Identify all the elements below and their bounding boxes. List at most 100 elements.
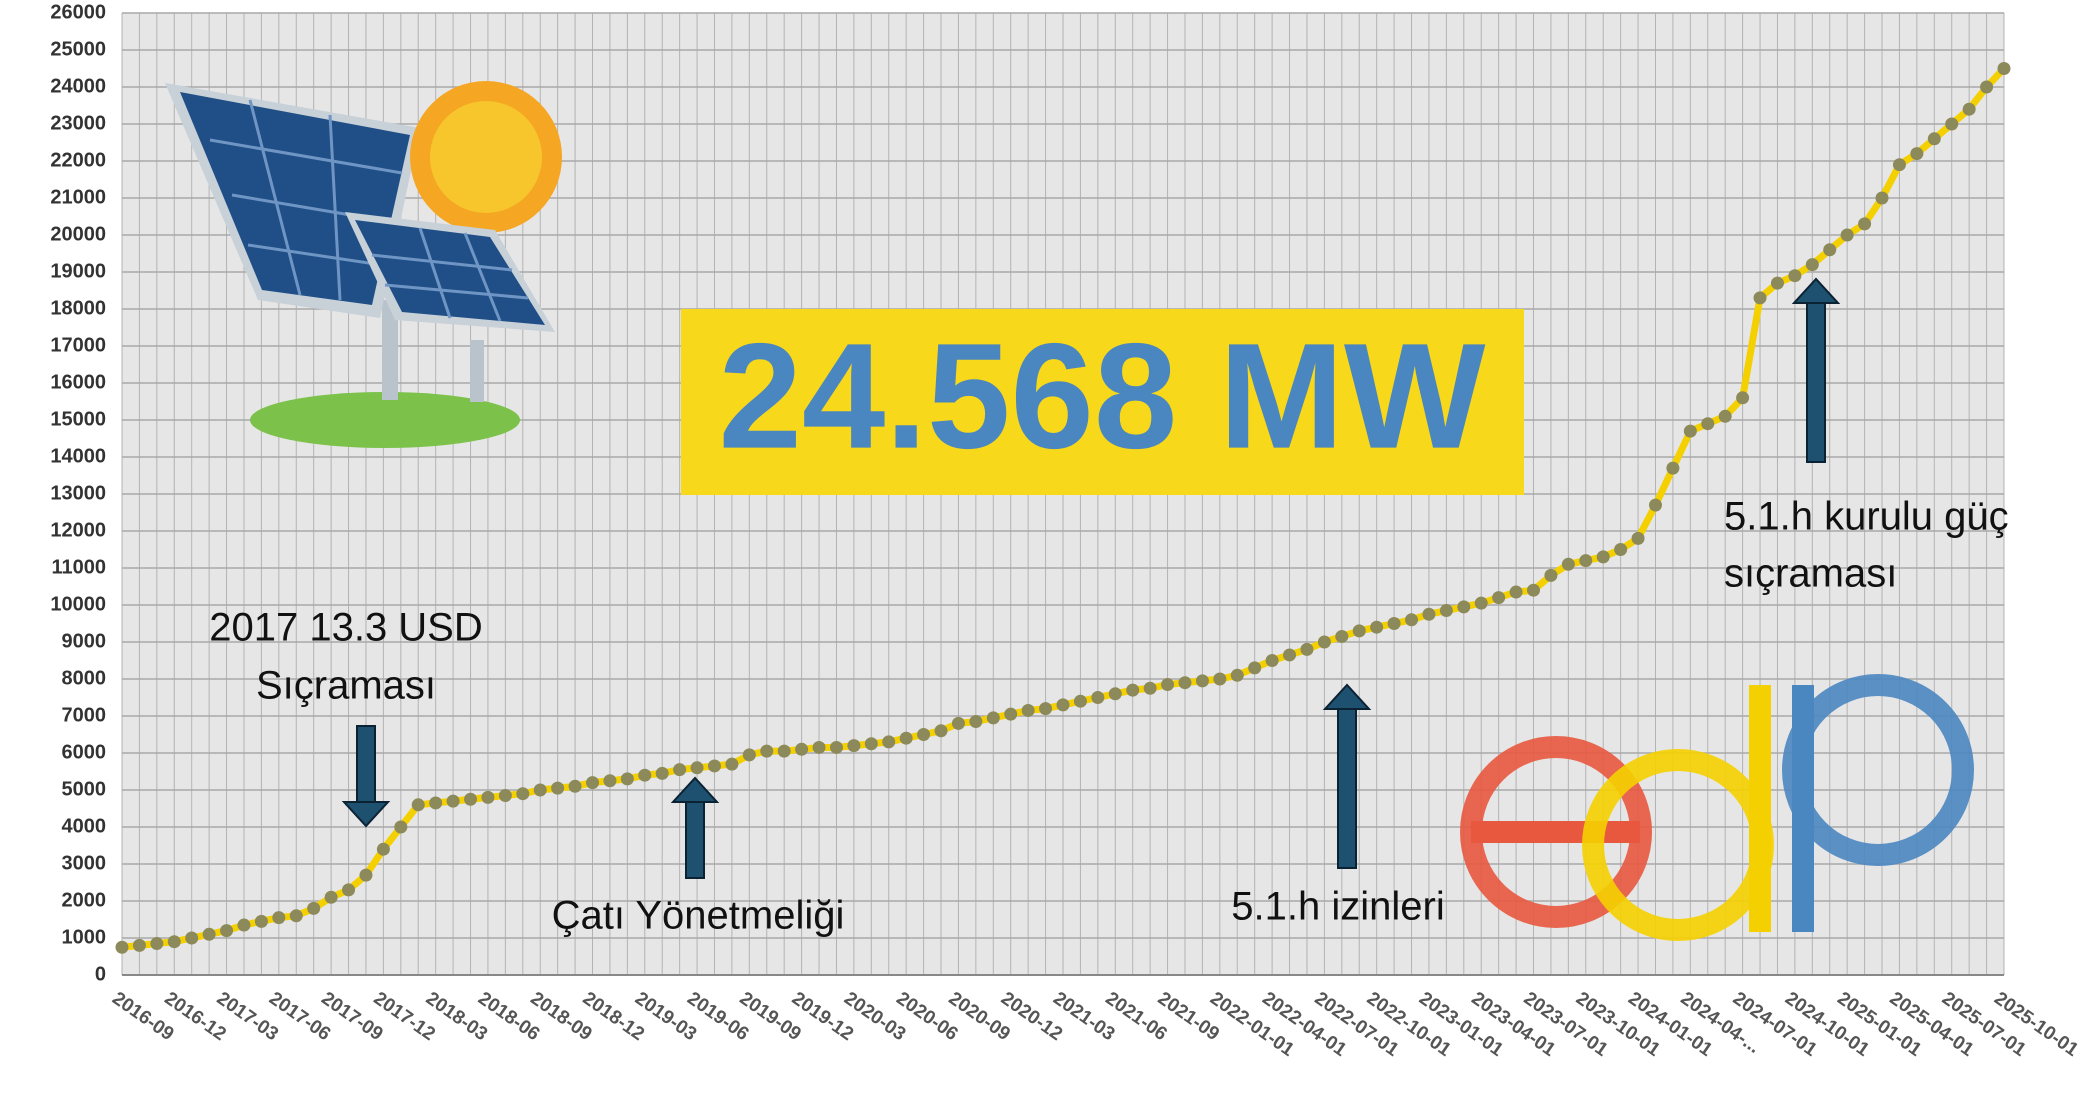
data-point: [1492, 591, 1505, 604]
data-point: [1963, 103, 1976, 116]
data-point: [656, 767, 669, 780]
y-tick-label: 20000: [50, 223, 106, 245]
data-point: [499, 789, 512, 802]
annotation-text: sıçraması: [1724, 552, 1897, 596]
data-point: [1632, 532, 1645, 545]
data-point: [987, 711, 1000, 724]
data-point: [481, 791, 494, 804]
data-point: [1440, 604, 1453, 617]
y-tick-label: 6000: [62, 741, 107, 763]
y-tick-label: 1000: [62, 926, 107, 948]
data-point: [220, 924, 233, 937]
data-point: [255, 915, 268, 928]
y-tick-label: 13000: [50, 482, 106, 504]
data-point: [952, 717, 965, 730]
data-point: [1806, 258, 1819, 271]
data-point: [1057, 698, 1070, 711]
y-tick-label: 4000: [62, 815, 107, 837]
y-tick-label: 12000: [50, 519, 106, 541]
data-point: [1213, 673, 1226, 686]
annotation-arrow-shaft: [357, 726, 375, 802]
data-point: [1266, 654, 1279, 667]
data-point: [1318, 636, 1331, 649]
annotation-text: Çatı Yönetmeliği: [552, 894, 845, 938]
data-point: [1353, 624, 1366, 637]
data-point: [116, 941, 129, 954]
data-point: [621, 772, 634, 785]
y-tick-label: 5000: [62, 778, 107, 800]
y-tick-label: 23000: [50, 112, 106, 134]
data-point: [1300, 643, 1313, 656]
data-point: [1597, 550, 1610, 563]
data-point: [1335, 630, 1348, 643]
y-tick-label: 3000: [62, 852, 107, 874]
data-point: [813, 741, 826, 754]
data-point: [1196, 674, 1209, 687]
data-point: [1719, 410, 1732, 423]
data-point: [603, 774, 616, 787]
data-point: [185, 932, 198, 945]
data-point: [1510, 586, 1523, 599]
data-point: [534, 784, 547, 797]
annotation-text: 5.1.h kurulu güç: [1724, 495, 2009, 539]
data-point: [1945, 118, 1958, 131]
annotation-text: Sıçraması: [256, 664, 436, 708]
data-point: [1231, 669, 1244, 682]
y-tick-label: 7000: [62, 704, 107, 726]
data-point: [1039, 702, 1052, 715]
data-point: [586, 776, 599, 789]
data-point: [1876, 192, 1889, 205]
data-point: [1771, 277, 1784, 290]
y-tick-label: 0: [95, 963, 106, 985]
data-point: [725, 758, 738, 771]
data-point: [464, 793, 477, 806]
chart: 24.568 MW 010002000300040005000600070008…: [0, 0, 2086, 1118]
data-point: [1161, 678, 1174, 691]
data-point: [1544, 569, 1557, 582]
data-point: [900, 732, 913, 745]
y-tick-label: 8000: [62, 667, 107, 689]
data-point: [882, 735, 895, 748]
data-point: [1475, 597, 1488, 610]
data-point: [847, 739, 860, 752]
data-point: [1004, 708, 1017, 721]
data-point: [638, 769, 651, 782]
y-tick-label: 2000: [62, 889, 107, 911]
y-tick-label: 16000: [50, 371, 106, 393]
data-point: [1649, 499, 1662, 512]
y-tick-label: 22000: [50, 149, 106, 171]
data-point: [830, 741, 843, 754]
annotation-arrow-shaft: [686, 802, 704, 878]
data-point: [307, 902, 320, 915]
data-point: [359, 869, 372, 882]
data-point: [865, 737, 878, 750]
data-point: [412, 798, 425, 811]
y-tick-label: 18000: [50, 297, 106, 319]
annotation-text: 5.1.h izinleri: [1231, 885, 1444, 929]
data-point: [447, 795, 460, 808]
y-tick-label: 10000: [50, 593, 106, 615]
data-point: [1022, 704, 1035, 717]
data-point: [1109, 687, 1122, 700]
data-point: [377, 843, 390, 856]
y-tick-label: 24000: [50, 75, 106, 97]
data-point: [1091, 691, 1104, 704]
data-point: [1579, 554, 1592, 567]
data-point: [1823, 243, 1836, 256]
data-point: [394, 821, 407, 834]
data-point: [795, 743, 808, 756]
y-tick-label: 11000: [51, 556, 106, 578]
y-tick-label: 14000: [50, 445, 106, 467]
data-point: [325, 891, 338, 904]
data-point: [1736, 391, 1749, 404]
data-point: [290, 909, 303, 922]
data-point: [1754, 291, 1767, 304]
data-point: [1370, 621, 1383, 634]
y-tick-label: 21000: [50, 186, 106, 208]
data-point: [1614, 543, 1627, 556]
data-point: [551, 782, 564, 795]
data-point: [133, 939, 146, 952]
data-point: [1893, 158, 1906, 171]
data-point: [1928, 132, 1941, 145]
data-point: [203, 928, 216, 941]
